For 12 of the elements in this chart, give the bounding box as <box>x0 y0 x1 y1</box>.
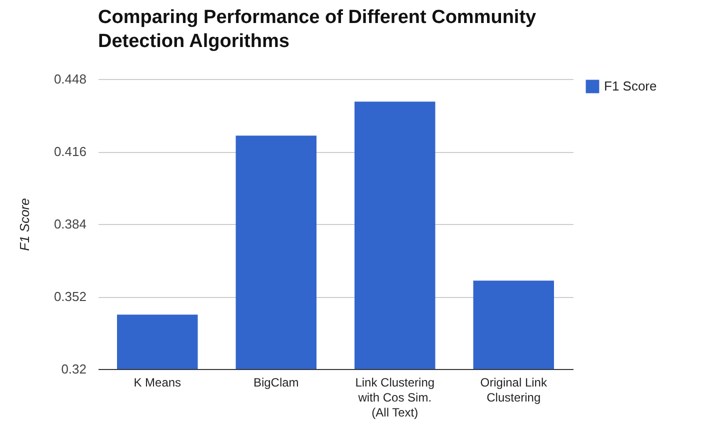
y-tick-label: 0.32 <box>61 362 86 376</box>
y-tick-label: 0.416 <box>54 144 86 159</box>
y-tick-label: 0.352 <box>54 289 86 304</box>
x-tick-label: Original Link Clustering <box>480 376 548 404</box>
x-tick-label: Link Clustering with Cos Sim. (All Text) <box>355 376 435 420</box>
x-tick-label: BigClam <box>253 376 299 390</box>
x-tick-label: K Means <box>134 376 182 390</box>
y-tick-label: 0.448 <box>54 72 86 86</box>
chart-title: Comparing Performance of Different Community Detection Algorithms <box>98 7 537 52</box>
y-tick-label: 0.384 <box>54 216 86 232</box>
y-axis-title: F1 Score <box>16 198 32 251</box>
legend-label: F1 Score <box>604 78 657 94</box>
